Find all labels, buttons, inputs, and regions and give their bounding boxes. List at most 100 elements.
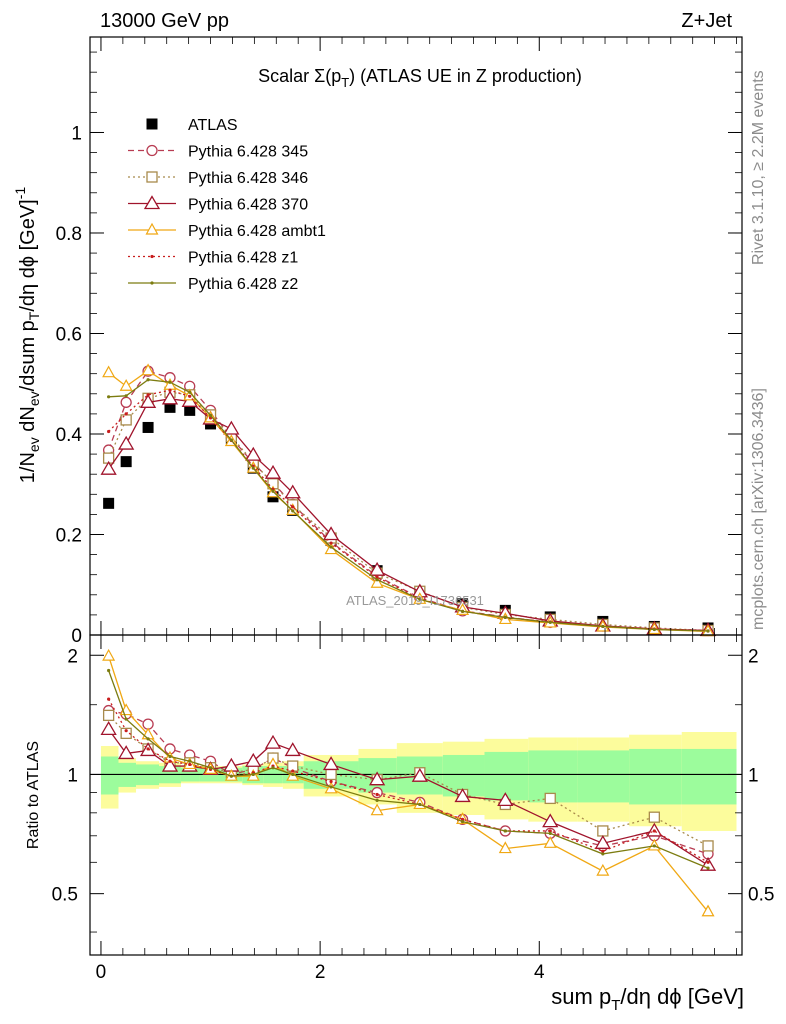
legend-label: Pythia 6.428 346 [188,170,308,187]
point-pythia-6-428-370 [368,561,386,576]
point-pythia-6-428-370 [161,390,179,405]
ratio-point-pythia-6-428-370 [542,813,559,828]
ratio-point-pythia-6-428-z2 [706,866,710,870]
legend-marker [150,281,154,285]
ratio-point-pythia-6-428-z1 [460,817,465,822]
legend-marker [143,195,161,210]
rivet-version-label: Rivet 3.1.10, ≥ 2.2M events [750,70,767,265]
point-pythia-6-428-z2 [271,489,275,493]
ratio-point-pythia-6-428-z2 [418,802,422,807]
ratio-ytick-label-right: 0.5 [748,885,774,906]
point-atlas [164,401,176,413]
ratio-point-pythia-6-428-ambt1 [596,863,610,876]
ratio-point-pythia-6-428-346 [544,792,556,805]
ratio-ytick-label-right: 1 [748,765,759,786]
point-pythia-6-428-z2 [652,627,656,632]
point-pythia-6-428-370 [264,464,282,479]
legend-label: ATLAS [188,117,238,134]
ratio-point-pythia-6-428-z2 [208,766,213,770]
point-pythia-6-428-z1 [291,505,295,509]
ratio-point-pythia-6-428-z1 [652,829,656,833]
ratio-frame [89,634,743,956]
ratio-point-pythia-6-428-z2 [271,766,275,770]
point-pythia-6-428-346 [120,414,132,426]
ratio-point-pythia-6-428-370 [161,757,179,772]
ratio-point-pythia-6-428-ambt1 [370,803,384,816]
ratio-point-pythia-6-428-370 [264,734,282,749]
ratio-point-pythia-6-428-z1 [107,697,111,701]
main-ytick-label: 0 [71,626,82,647]
ratio-point-pythia-6-428-370 [322,756,340,771]
ratio-point-pythia-6-428-z1 [146,747,150,751]
legend-item-pythia-6-428-370: Pythia 6.428 370 [128,195,308,214]
ratio-ytick-label: 1 [67,765,78,786]
ratio-point-pythia-6-428-370 [100,721,117,735]
ratio-point-pythia-6-428-z1 [329,779,333,784]
ratio-point-pythia-6-428-346 [120,727,132,740]
ratio-point-pythia-6-428-z1 [706,860,710,864]
ratio-panel: 0.5 0.5 1 1 2 2 0 2 4 [52,634,774,983]
ratio-point-pythia-6-428-z2 [124,717,128,721]
xtick-label: 0 [96,962,107,983]
ratio-point-pythia-6-428-z2 [601,852,605,856]
point-pythia-6-428-z2 [251,466,255,470]
point-pythia-6-428-z2 [188,390,192,394]
point-pythia-6-428-z2 [291,509,295,513]
point-pythia-6-428-370 [139,394,157,408]
main-panel: ATLAS_2019_I1736531 0 0.2 0.4 0.6 0.8 1 Scala… [56,36,743,647]
ratio-point-pythia-6-428-z1 [601,849,605,853]
legend-item-atlas: ATLAS [146,117,238,134]
point-pythia-6-428-z2 [601,624,605,629]
legend-marker [146,171,158,183]
ratio-point-pythia-6-428-370 [594,835,611,849]
ratio-series-pythia-6-428-z2 [107,668,710,870]
ratio-point-pythia-6-428-370 [497,792,514,807]
point-pythia-6-428-ambt1 [370,575,384,588]
point-pythia-6-428-z1 [146,393,150,397]
legend-marker [146,144,158,157]
point-atlas [120,456,132,468]
ratio-point-pythia-6-428-370 [284,742,301,757]
point-pythia-6-428-370 [284,484,301,499]
legend: ATLAS Pythia 6.428 345 Pythia 6.428 346 Pyt… [128,117,326,293]
xtick-label: 4 [534,962,545,983]
point-pythia-6-428-z1 [124,412,128,416]
point-pythia-6-428-z1 [188,394,192,398]
point-pythia-6-428-370 [322,526,340,541]
ratio-point-pythia-6-428-z2 [168,754,172,759]
band-inner-bin [100,756,119,795]
ratio-point-pythia-6-428-z2 [460,820,465,824]
legend-marker [150,254,154,259]
series-pythia-6-428-z2 [107,378,710,633]
legend-label: Pythia 6.428 ambt1 [188,223,326,240]
point-pythia-6-428-z1 [375,575,379,579]
point-pythia-6-428-370 [223,420,240,435]
ratio-point-pythia-6-428-z2 [548,831,552,835]
ratio-point-pythia-6-428-ambt1 [498,841,512,854]
analysis-watermark: ATLAS_2019_I1736531 [346,593,484,608]
point-pythia-6-428-z2 [208,413,213,417]
point-pythia-6-428-z2 [329,545,333,549]
point-pythia-6-428-z1 [107,429,111,434]
point-pythia-6-428-z2 [548,620,552,625]
x-axis-label: sum pT/dη dϕ [GeV] [551,984,744,1014]
main-ytick-label: 0.6 [56,324,82,345]
ratio-point-pythia-6-428-370 [454,788,471,803]
point-pythia-6-428-345 [120,396,132,408]
point-pythia-6-428-z2 [124,394,128,398]
ratio-point-pythia-6-428-z1 [188,762,192,767]
ratio-point-pythia-6-428-z2 [375,798,379,802]
point-pythia-6-428-z2 [375,578,379,582]
point-pythia-6-428-z2 [229,438,233,442]
ratio-point-pythia-6-428-346 [702,840,714,852]
point-pythia-6-428-z2 [107,395,111,399]
ratio-point-pythia-6-428-346 [648,811,660,823]
point-pythia-6-428-ambt1 [141,363,155,376]
ratio-point-pythia-6-428-370 [118,745,135,760]
series-line-pythia-6-428-345 [108,370,709,632]
ratio-point-pythia-6-428-346 [597,825,609,837]
ratio-point-pythia-6-428-370 [245,752,262,767]
ratio-point-pythia-6-428-370 [368,771,386,786]
band-inner-bin [681,748,737,805]
main-title: Scalar Σ(pT) (ATLAS UE in Z production) [258,66,582,90]
